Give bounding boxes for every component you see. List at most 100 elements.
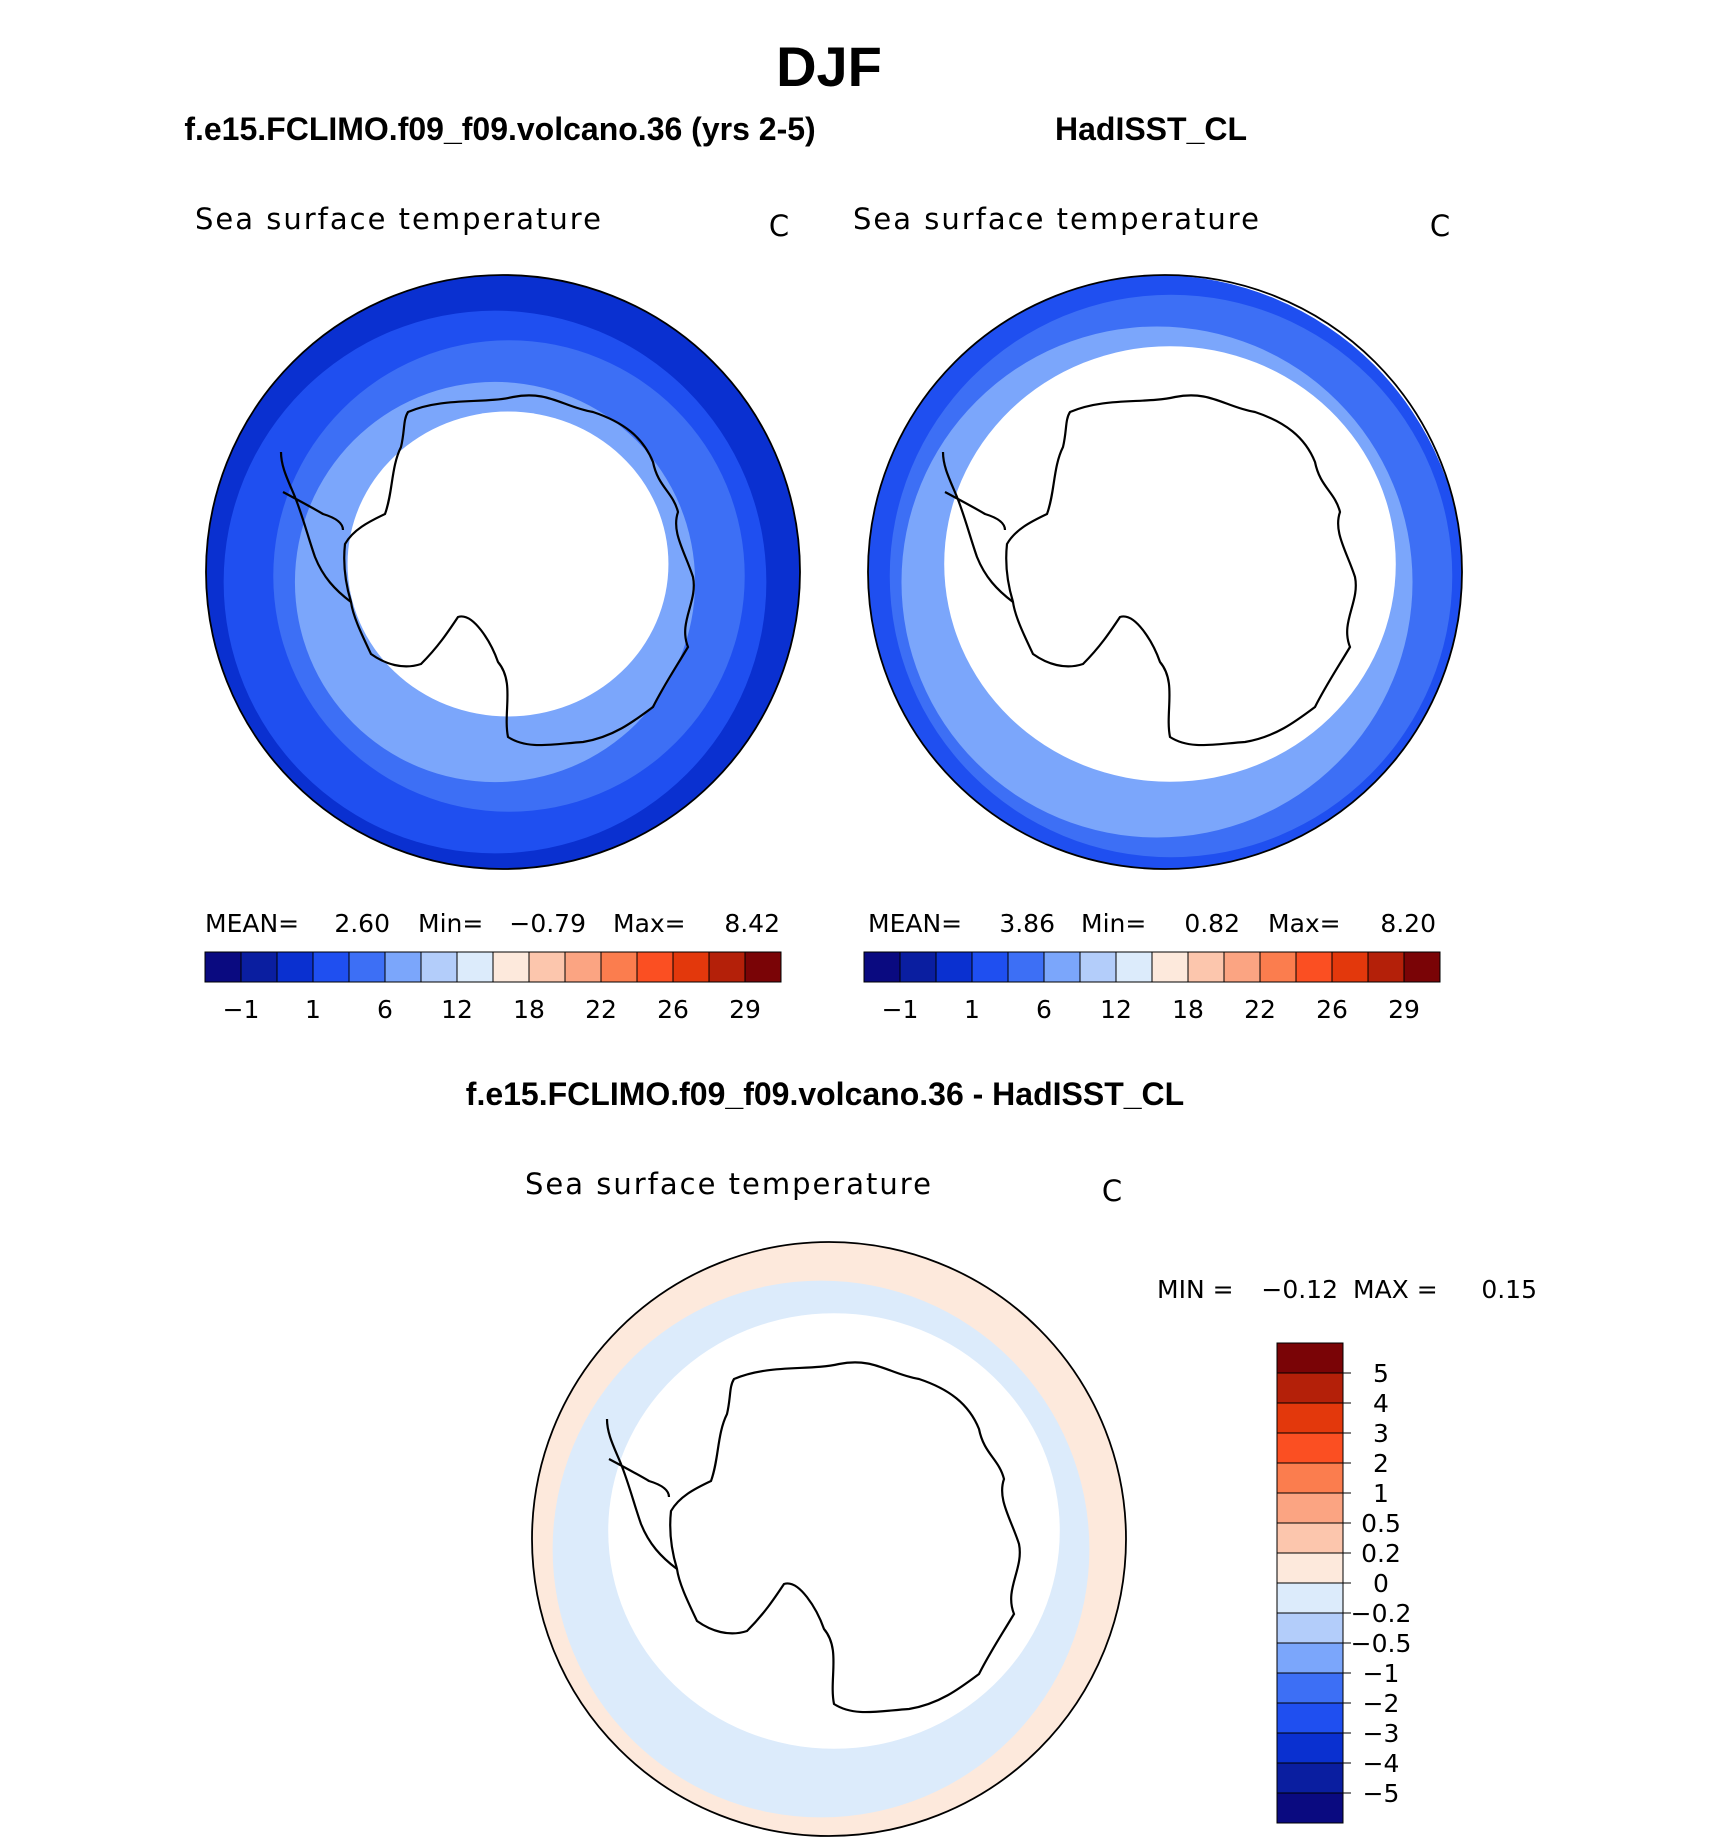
max-label: MAX = (1353, 1275, 1438, 1304)
colorbar-swatch (600, 951, 638, 983)
colorbar-swatch (348, 951, 386, 983)
colorbar-swatch (420, 951, 458, 983)
colorbar-swatch (1151, 951, 1189, 983)
colorbar-swatch (1187, 951, 1225, 983)
plot-title: Sea surface temperature (525, 1167, 933, 1201)
panel-difference: f.e15.FCLIMO.f09_f09.volcano.36 - HadISS… (466, 1076, 1537, 1837)
panel-heading: f.e15.FCLIMO.f09_f09.volcano.36 - HadISS… (466, 1076, 1184, 1112)
colorbar-swatch (276, 951, 314, 983)
colorbar-swatch (204, 951, 242, 983)
colorbar-swatch (1007, 951, 1045, 983)
colorbar-swatch (1043, 951, 1081, 983)
colorbar-tick-label: −1 (223, 995, 260, 1024)
colorbar-swatch (1276, 1552, 1344, 1584)
colorbar-tick-label: 2 (1373, 1449, 1389, 1478)
colorbar-swatch (1403, 951, 1441, 983)
colorbar-swatch (1276, 1462, 1344, 1494)
colorbar-swatch (1115, 951, 1153, 983)
units-label: C (1430, 209, 1452, 243)
colorbar-tick-label: 22 (585, 995, 617, 1024)
sst-colorbar: −1 1 6 12 18 22 26 29 (863, 951, 1441, 1024)
max-label: Max= (1268, 909, 1341, 938)
colorbar-swatch (1367, 951, 1405, 983)
panel-heading: f.e15.FCLIMO.f09_f09.volcano.36 (yrs 2-5… (184, 111, 815, 147)
mean-value: 3.86 (999, 909, 1055, 938)
panel-model: f.e15.FCLIMO.f09_f09.volcano.36 (yrs 2-5… (184, 111, 815, 1024)
colorbar-tick-label: 5 (1373, 1359, 1389, 1388)
polar-map (868, 275, 1462, 869)
units-label: C (1102, 1174, 1124, 1208)
colorbar-swatch (744, 951, 782, 983)
colorbar-tick-label: 4 (1373, 1389, 1389, 1418)
colorbar-tick-label: 12 (1100, 995, 1132, 1024)
colorbar-tick-label: 26 (657, 995, 689, 1024)
colorbar-swatch (636, 951, 674, 983)
colorbar-tick-label: 1 (964, 995, 980, 1024)
panel-observations: HadISST_CL Sea surface temperature C MEA… (853, 111, 1463, 1024)
sea-ice-region (608, 1313, 1060, 1749)
max-value: 8.42 (724, 909, 780, 938)
colorbar-tick-label: 0.5 (1361, 1509, 1401, 1538)
colorbar-swatch (1276, 1522, 1344, 1554)
units-label: C (769, 209, 791, 243)
colorbar-tick-label: 18 (1172, 995, 1204, 1024)
colorbar-swatch (1276, 1372, 1344, 1404)
colorbar-swatch (1276, 1432, 1344, 1464)
plot-title: Sea surface temperature (853, 202, 1261, 236)
polar-map (532, 1242, 1126, 1836)
map-boundary (205, 274, 801, 870)
colorbar-tick-label: 6 (377, 995, 393, 1024)
plot-title: Sea surface temperature (195, 202, 603, 236)
min-label: MIN = (1157, 1275, 1234, 1304)
figure-title: DJF (776, 35, 882, 98)
sea-ice-region (944, 346, 1396, 782)
colorbar-swatch (564, 951, 602, 983)
colorbar-swatch (1276, 1402, 1344, 1434)
colorbar-swatch (899, 951, 937, 983)
colorbar-swatch (384, 951, 422, 983)
colorbar-tick-label: 12 (441, 995, 473, 1024)
colorbar-swatch (1295, 951, 1333, 983)
min-label: Min= (418, 909, 483, 938)
colorbar-swatch (1276, 1492, 1344, 1524)
panel-heading: HadISST_CL (1055, 111, 1247, 147)
colorbar-tick-label: 22 (1244, 995, 1276, 1024)
colorbar-tick-label: 29 (729, 995, 761, 1024)
colorbar-swatch (1223, 951, 1261, 983)
map-boundary (531, 1241, 1127, 1837)
map-boundary (867, 274, 1463, 870)
colorbar-tick-label: 0 (1373, 1569, 1389, 1598)
colorbar-swatch (708, 951, 746, 983)
colorbar-swatch (1276, 1732, 1344, 1764)
mean-label: MEAN= (868, 909, 962, 938)
colorbar-swatch (1276, 1642, 1344, 1674)
colorbar-tick-label: −4 (1363, 1749, 1400, 1778)
colorbar-swatch (1276, 1792, 1344, 1824)
sst-colorbar: −1 1 6 12 18 22 26 29 (204, 951, 782, 1024)
min-value: −0.79 (509, 909, 586, 938)
max-label: Max= (613, 909, 686, 938)
colorbar-tick-label: −3 (1363, 1719, 1400, 1748)
colorbar-swatch (528, 951, 566, 983)
colorbar-swatch (1276, 1762, 1344, 1794)
max-value: 0.15 (1481, 1275, 1537, 1304)
colorbar-tick-label: −0.5 (1351, 1629, 1412, 1658)
colorbar-tick-label: −1 (1363, 1659, 1400, 1688)
min-value: 0.82 (1184, 909, 1240, 938)
colorbar-tick-label: 18 (513, 995, 545, 1024)
colorbar-swatch (240, 951, 278, 983)
colorbar-tick-label: −2 (1363, 1689, 1400, 1718)
colorbar-swatch (312, 951, 350, 983)
mean-label: MEAN= (205, 909, 299, 938)
colorbar-tick-label: 3 (1373, 1419, 1389, 1448)
colorbar-tick-label: −1 (882, 995, 919, 1024)
colorbar-swatch (1276, 1342, 1344, 1374)
colorbar-swatch (1331, 951, 1369, 983)
min-value: −0.12 (1261, 1275, 1338, 1304)
min-label: Min= (1081, 909, 1146, 938)
colorbar-tick-label: 26 (1316, 995, 1348, 1024)
colorbar-swatch (492, 951, 530, 983)
sea-ice-region (347, 411, 669, 717)
